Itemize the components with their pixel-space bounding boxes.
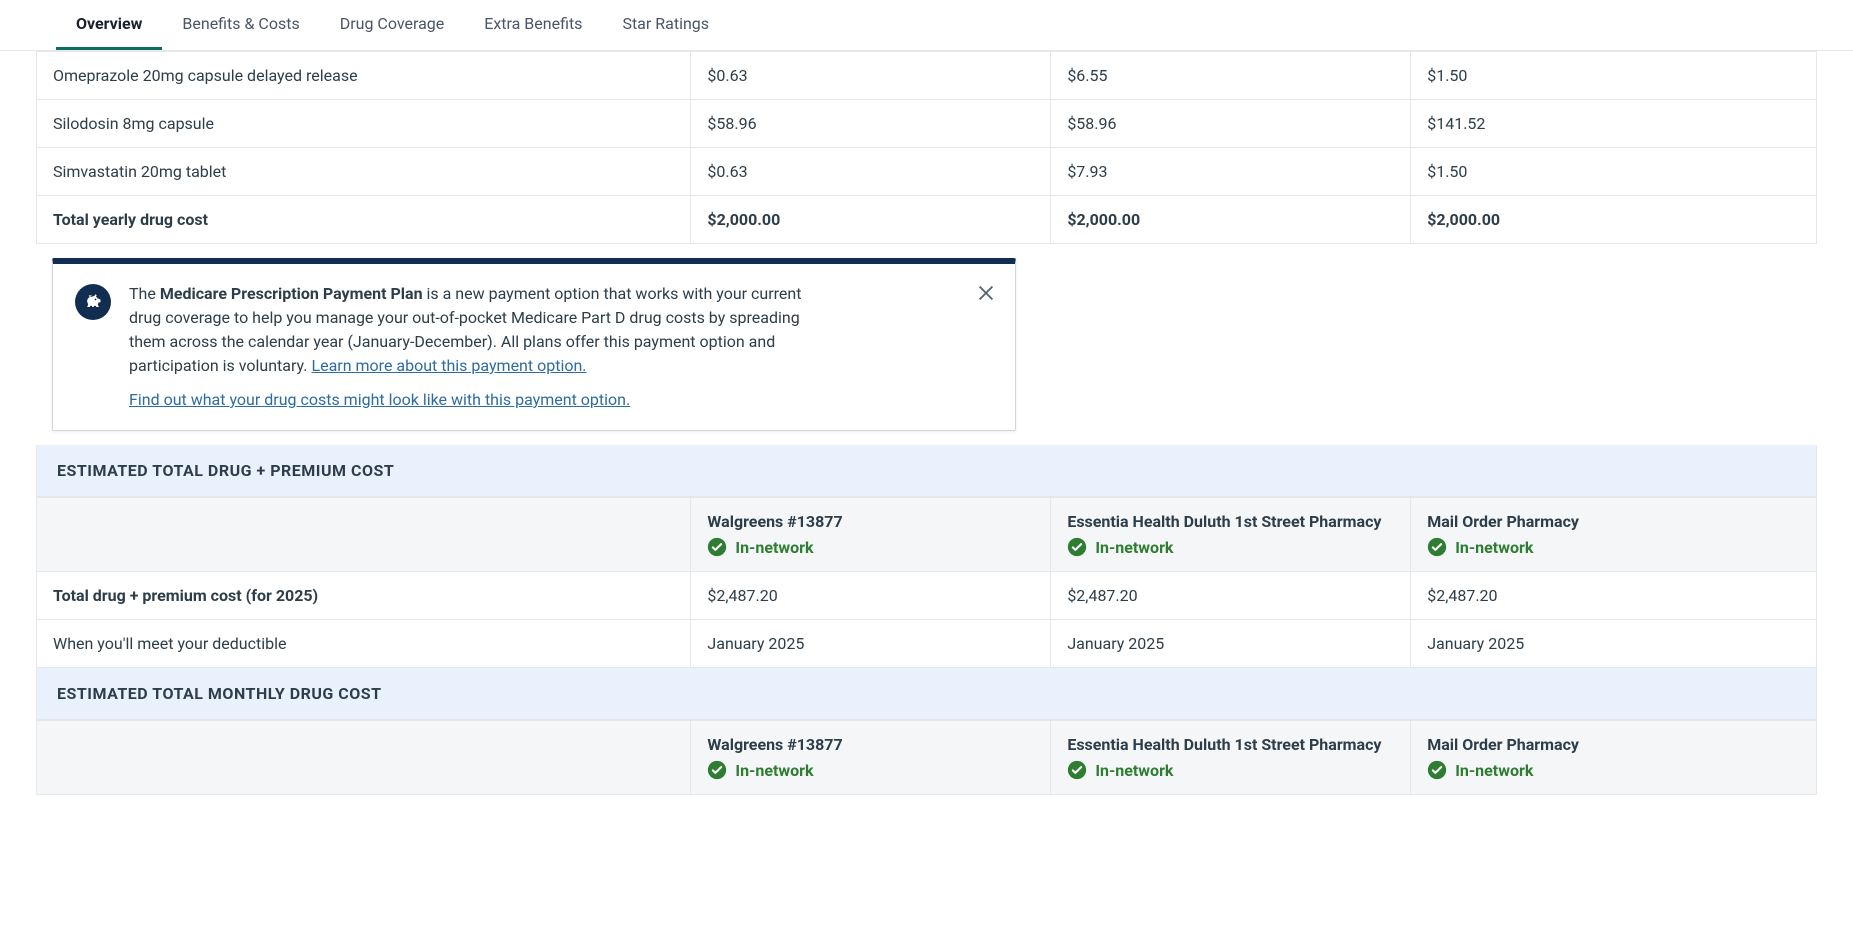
table-row: Total drug + premium cost (for 2025)$2,4… [37, 572, 1817, 620]
table-row: Silodosin 8mg capsule$58.96$58.96$141.52 [37, 100, 1817, 148]
drug-cost-table: Omeprazole 20mg capsule delayed release$… [36, 51, 1817, 244]
total-cost-table: Walgreens #13877In-networkEssentia Healt… [36, 497, 1817, 668]
tab-extra-benefits[interactable]: Extra Benefits [464, 0, 602, 50]
in-network-badge: In-network [1427, 760, 1800, 780]
pharmacy-header-cell: Walgreens #13877In-network [691, 498, 1051, 572]
in-network-badge: In-network [707, 760, 1034, 780]
table-row: Total yearly drug cost$2,000.00$2,000.00… [37, 196, 1817, 244]
tab-benefits-costs[interactable]: Benefits & Costs [162, 0, 319, 50]
pharmacy-header-cell: Mail Order PharmacyIn-network [1411, 721, 1817, 795]
monthly-cost-table: Walgreens #13877In-networkEssentia Healt… [36, 720, 1817, 795]
close-icon[interactable] [975, 282, 997, 308]
pharmacy-header-cell: Essentia Health Duluth 1st Street Pharma… [1051, 721, 1411, 795]
payment-plan-info-card: The Medicare Prescription Payment Plan i… [52, 258, 1016, 431]
learn-more-link[interactable]: Learn more about this payment option. [311, 356, 586, 375]
table-row: Simvastatin 20mg tablet$0.63$7.93$1.50 [37, 148, 1817, 196]
info-card-text: The Medicare Prescription Payment Plan i… [129, 282, 829, 412]
tabs-bar: OverviewBenefits & CostsDrug CoverageExt… [0, 0, 1853, 51]
table-row: When you'll meet your deductibleJanuary … [37, 620, 1817, 668]
tab-star-ratings[interactable]: Star Ratings [602, 0, 729, 50]
in-network-badge: In-network [1067, 537, 1394, 557]
in-network-badge: In-network [1427, 537, 1800, 557]
pharmacy-header-cell: Walgreens #13877In-network [691, 721, 1051, 795]
tab-overview[interactable]: Overview [56, 0, 162, 50]
table-row: Omeprazole 20mg capsule delayed release$… [37, 52, 1817, 100]
section-header-total: ESTIMATED TOTAL DRUG + PREMIUM COST [36, 445, 1817, 497]
in-network-badge: In-network [707, 537, 1034, 557]
section-header-monthly: ESTIMATED TOTAL MONTHLY DRUG COST [36, 668, 1817, 720]
tab-drug-coverage[interactable]: Drug Coverage [320, 0, 465, 50]
find-out-costs-link[interactable]: Find out what your drug costs might look… [129, 388, 829, 412]
pharmacy-header-cell: Mail Order PharmacyIn-network [1411, 498, 1817, 572]
pharmacy-header-cell: Essentia Health Duluth 1st Street Pharma… [1051, 498, 1411, 572]
piggy-bank-icon [75, 284, 111, 320]
in-network-badge: In-network [1067, 760, 1394, 780]
